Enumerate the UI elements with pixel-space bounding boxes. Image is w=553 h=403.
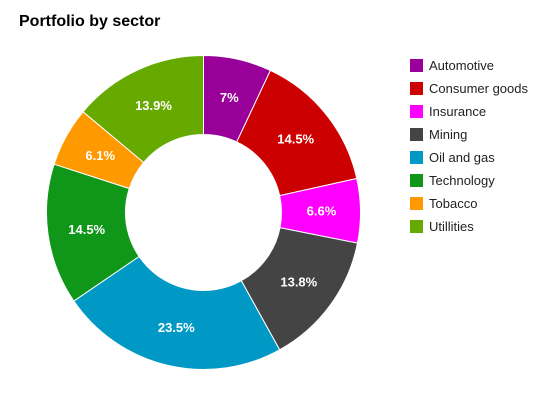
legend-item-utillities[interactable]: Utillities: [410, 215, 528, 238]
legend-swatch: [410, 197, 423, 210]
legend-label: Technology: [429, 173, 495, 188]
slice-utillities[interactable]: [82, 54, 204, 164]
legend-label: Insurance: [429, 104, 487, 119]
legend-swatch: [410, 82, 423, 95]
legend-item-automotive[interactable]: Automotive: [410, 54, 528, 77]
legend-swatch: [410, 105, 423, 118]
legend-label: Mining: [429, 127, 468, 142]
legend-item-consumer-goods[interactable]: Consumer goods: [410, 77, 528, 100]
legend-item-insurance[interactable]: Insurance: [410, 100, 528, 123]
legend-label: Tobacco: [429, 196, 478, 211]
legend-swatch: [410, 220, 423, 233]
legend-item-mining[interactable]: Mining: [410, 123, 528, 146]
legend-swatch: [410, 59, 423, 72]
legend-swatch: [410, 151, 423, 164]
chart-legend: Automotive Consumer goods Insurance Mining O…: [410, 54, 528, 238]
donut-slices: [46, 54, 361, 370]
legend-item-tobacco[interactable]: Tobacco: [410, 192, 528, 215]
legend-swatch: [410, 174, 423, 187]
legend-swatch: [410, 128, 423, 141]
chart-title: Portfolio by sector: [19, 13, 161, 30]
legend-label: Utillities: [429, 219, 474, 234]
legend-label: Automotive: [429, 58, 495, 73]
legend-label: Oil and gas: [429, 150, 495, 165]
slice-oil-and-gas[interactable]: [73, 255, 281, 370]
legend-item-technology[interactable]: Technology: [410, 169, 528, 192]
legend-item-oil-and-gas[interactable]: Oil and gas: [410, 146, 528, 169]
legend-label: Consumer goods: [429, 81, 528, 96]
